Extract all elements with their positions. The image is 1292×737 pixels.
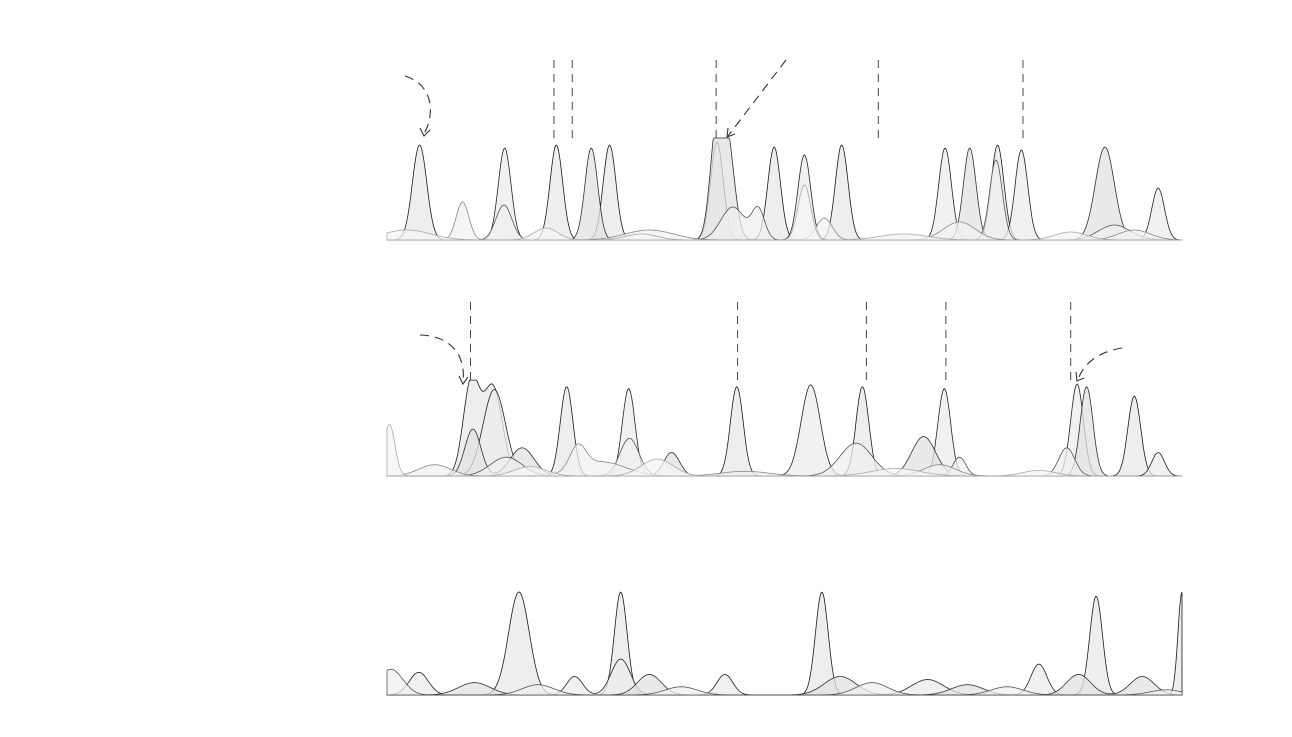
panel-3-series-4	[386, 668, 1183, 696]
callout-arrow-3	[419, 334, 464, 383]
callout-arrow-1	[404, 75, 431, 135]
panel-2-series-6	[386, 423, 1182, 477]
panel-1-series-6	[386, 184, 1182, 241]
callout-arrow-1-head	[419, 127, 431, 137]
spectrum-panel-3	[386, 591, 1183, 696]
callout-arrow-2-head	[726, 127, 736, 138]
spectrum-panel-2	[386, 302, 1182, 477]
panel-3-series-1	[387, 591, 1183, 696]
callout-arrow-4	[1077, 347, 1123, 381]
callout-arrow-3-head	[458, 375, 469, 386]
callout-arrow-2	[727, 59, 787, 137]
spectrum-panel-1	[386, 60, 1183, 241]
callout-arrow-4-head	[1075, 371, 1085, 382]
